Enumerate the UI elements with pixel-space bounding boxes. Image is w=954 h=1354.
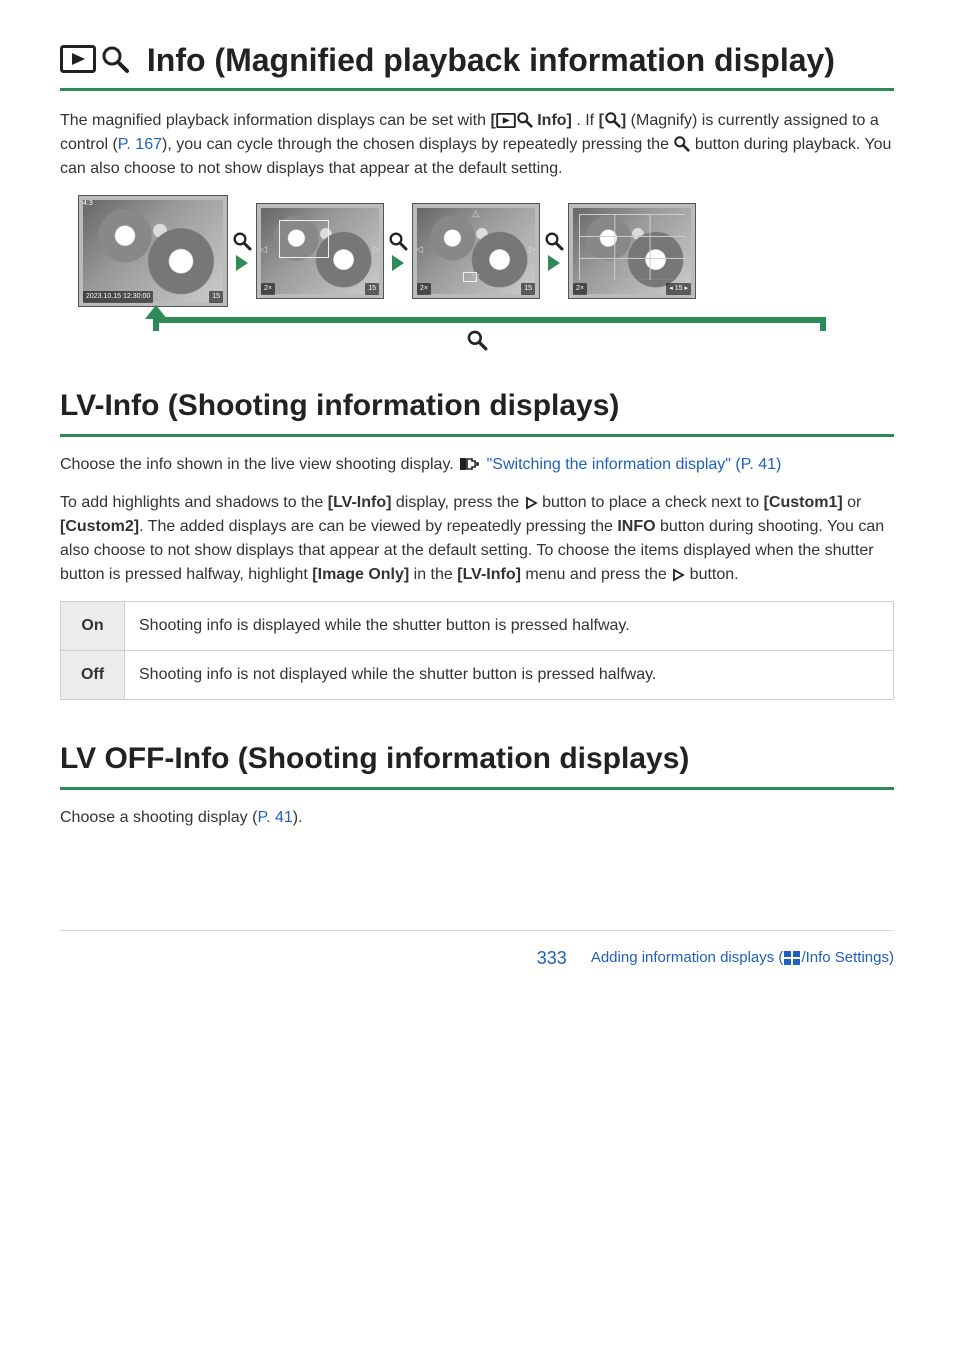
- thumb-tagr: ◂ 15 ▸: [666, 283, 691, 296]
- text: button to place a check next to: [538, 494, 764, 511]
- magnifier-icon: [466, 329, 488, 351]
- table-row: On Shooting info is displayed while the …: [61, 602, 894, 651]
- text: Info]: [533, 112, 572, 129]
- section1-title: Info (Magnified playback information dis…: [60, 40, 894, 91]
- text: ), you can cycle through the chosen disp…: [162, 136, 673, 153]
- magnifier-icon: [604, 111, 621, 128]
- inline-setting-2: []: [599, 112, 631, 129]
- magnifier-icon: [673, 135, 690, 152]
- section1-paragraph: The magnified playback information displ…: [60, 109, 894, 181]
- lvinfo-table: On Shooting info is displayed while the …: [60, 601, 894, 700]
- diagram-arrow-2: [388, 231, 408, 271]
- section1-title-text: Info (Magnified playback information dis…: [138, 42, 835, 78]
- text: in the: [409, 566, 457, 583]
- diagram-thumb-3: ◁ ▷ △ ▽ 2× 15: [412, 203, 540, 299]
- thumb-tag: 2×: [417, 283, 431, 296]
- diagram-thumb-4: 2× ◂ 15 ▸: [568, 203, 696, 299]
- link-switching-display[interactable]: "Switching the information display" (P. …: [487, 456, 782, 473]
- table-label: Off: [61, 651, 125, 700]
- text: INFO: [617, 518, 655, 535]
- table-desc: Shooting info is not displayed while the…: [125, 651, 894, 700]
- text: button.: [685, 566, 738, 583]
- diagram-return-arrow: [78, 317, 876, 347]
- text: [LV-Info]: [328, 494, 392, 511]
- magnifier-icon: [232, 231, 252, 251]
- play-rect-icon: [496, 113, 516, 128]
- magnifier-icon: [516, 111, 533, 128]
- magnifier-icon: [388, 231, 408, 251]
- text: or: [843, 494, 862, 511]
- section2-para2: To add highlights and shadows to the [LV…: [60, 491, 894, 587]
- right-triangle-icon: [524, 496, 538, 510]
- table-label: On: [61, 602, 125, 651]
- text: [LV-Info]: [457, 566, 521, 583]
- pointer-hand-icon: [458, 456, 482, 472]
- text: menu and press the: [521, 566, 671, 583]
- inline-setting-1: [ Info]: [490, 112, 576, 129]
- text: Choose a shooting display (: [60, 809, 257, 826]
- diagram-arrow-1: [232, 231, 252, 271]
- text: ).: [293, 809, 303, 826]
- text: . The added displays are can be viewed b…: [139, 518, 617, 535]
- text: [Image Only]: [312, 566, 409, 583]
- text: display, press the: [391, 494, 523, 511]
- link-p167[interactable]: P. 167: [118, 136, 162, 153]
- thumb-topleft: 4:3: [83, 199, 93, 210]
- magnifier-icon: [100, 44, 130, 74]
- text: Adding information displays (: [591, 949, 784, 966]
- diagram-thumb-2: ◁ ▷ 2× 15: [256, 203, 384, 299]
- diagram-thumb-1: 4:3 2023.10.15 12:30:00 15: [78, 195, 228, 307]
- text: To add highlights and shadows to the: [60, 494, 328, 511]
- page-number: 333: [537, 945, 567, 972]
- thumb-tag: 2×: [261, 283, 275, 296]
- text: The magnified playback information displ…: [60, 112, 490, 129]
- text: [Custom2]: [60, 518, 139, 535]
- text: ]: [621, 112, 626, 129]
- text: . If: [576, 112, 598, 129]
- link-p41[interactable]: P. 41: [257, 809, 292, 826]
- thumb-tagr: 15: [209, 291, 223, 304]
- play-rect-icon: [60, 45, 96, 73]
- section2-para1: Choose the info shown in the live view s…: [60, 453, 894, 477]
- thumb-tag: 2×: [573, 283, 587, 296]
- section3-title: LV OFF-Info (Shooting information displa…: [60, 736, 894, 790]
- section3-para: Choose a shooting display (P. 41).: [60, 806, 894, 830]
- text: [Custom1]: [764, 494, 843, 511]
- text: /Info Settings): [801, 949, 894, 966]
- thumb-tag: 2023.10.15 12:30:00: [83, 291, 153, 304]
- table-desc: Shooting info is displayed while the shu…: [125, 602, 894, 651]
- table-row: Off Shooting info is not displayed while…: [61, 651, 894, 700]
- thumb-tagr: 15: [521, 283, 535, 296]
- diagram-arrow-3: [544, 231, 564, 271]
- section2-title: LV-Info (Shooting information displays): [60, 383, 894, 437]
- right-triangle-icon: [671, 568, 685, 582]
- playback-cycle-diagram: 4:3 2023.10.15 12:30:00 15 ◁ ▷ 2× 15 ◁ ▷…: [60, 195, 894, 347]
- grid-settings-icon: [784, 951, 800, 965]
- footer-breadcrumb-link[interactable]: Adding information displays ( /Info Setti…: [591, 947, 894, 970]
- text: Choose the info shown in the live view s…: [60, 456, 458, 473]
- page-footer: 333 Adding information displays ( /Info S…: [60, 931, 894, 972]
- thumb-tagr: 15: [365, 283, 379, 296]
- magnifier-icon: [544, 231, 564, 251]
